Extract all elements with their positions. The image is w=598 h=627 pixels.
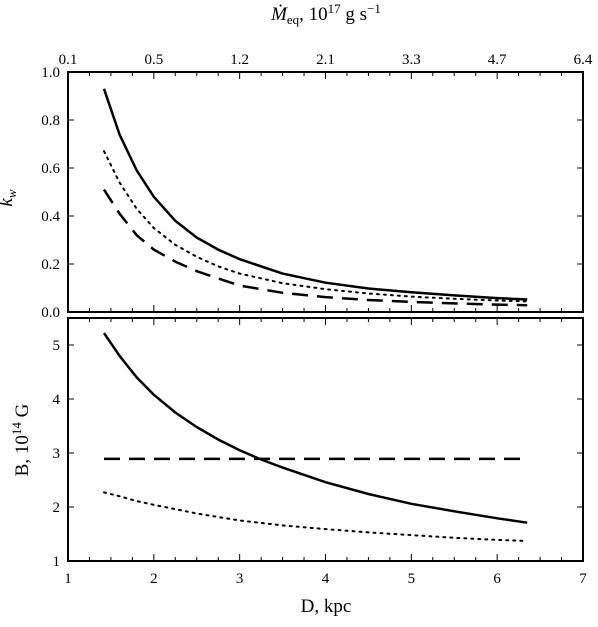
bottom-x-axis-label: D, kpc [301, 596, 352, 617]
bottom-y-tick-label: 5 [53, 338, 61, 354]
top-y-tick-label: 1.0 [41, 65, 60, 81]
top-x-tick-label: 4.7 [488, 52, 507, 68]
bottom-series-dotted [103, 491, 529, 542]
bottom-x-tick-label: 2 [150, 571, 158, 587]
bottom-plot-frame [67, 317, 584, 562]
bottom-x-tick-label: 3 [236, 571, 244, 587]
bottom-y-tick-label: 3 [53, 446, 61, 462]
top-y-tick-label: 0.6 [41, 161, 60, 177]
top-series [102, 88, 529, 307]
bottom-x-tick-label: 6 [493, 571, 501, 587]
top-x-tick-label: 0.1 [59, 52, 78, 68]
top-panel: 0.00.20.40.60.81.00.1 0.5 1.2 2.1 3.3 4.7 6.4 … [0, 1, 593, 321]
top-x-tick-label: 1.2 [230, 52, 249, 68]
bottom-y-axis-label: B, 1014 G [9, 403, 33, 476]
top-y-axis-label: kw [0, 189, 19, 206]
top-x-tick-label: 3.3 [402, 52, 421, 68]
top-x-tick-label: 2.1 [316, 52, 335, 68]
top-x-tick-label: 0.5 [144, 52, 163, 68]
bottom-x-tick-label: 1 [64, 571, 72, 587]
top-series-dotted [103, 150, 529, 303]
bottom-x-tick-label: 4 [322, 571, 330, 587]
bottom-ticks: 1 2 3 4 5 1 2 3 4 5 6 7 [53, 318, 587, 587]
top-y-tick-label: 0.2 [41, 257, 60, 273]
top-plot-frame [67, 71, 584, 313]
bottom-y-tick-label: 1 [53, 554, 61, 570]
top-x-tick-label: 6.4 [574, 52, 593, 68]
top-x-axis-label: Ṁeq, 1017 g s−1 [270, 1, 381, 27]
top-y-tick-label: 0.0 [41, 305, 60, 321]
bottom-x-tick-label: 7 [579, 571, 587, 587]
bottom-y-tick-label: 2 [53, 500, 61, 516]
bottom-x-tick-label: 5 [408, 571, 416, 587]
top-series-solid [102, 88, 528, 301]
bottom-series-solid [102, 332, 528, 524]
bottom-y-tick-label: 4 [53, 392, 61, 408]
bottom-panel: 1 2 3 4 5 1 2 3 4 5 6 7 B, 1014 G D, kpc [9, 317, 587, 617]
top-ticks: 0.0 0.2 0.4 0.6 0.8 1.00.1 0.5 1.2 2.1 3.3 4.7 6.4 [41, 52, 593, 321]
bottom-series [102, 332, 529, 542]
top-y-tick-label: 0.8 [41, 113, 60, 129]
top-series-dashed [102, 188, 528, 307]
top-y-tick-label: 0.4 [41, 209, 60, 225]
